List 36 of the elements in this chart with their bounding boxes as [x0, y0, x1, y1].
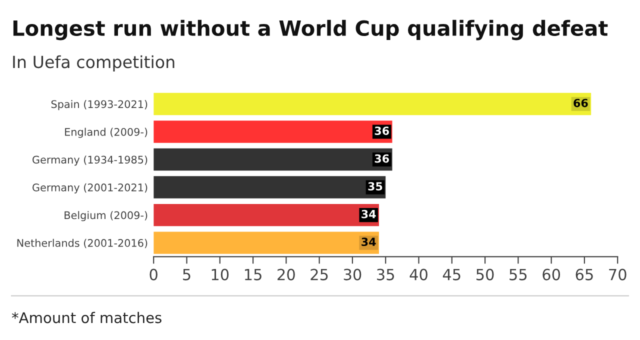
data-label: 36 [374, 154, 389, 163]
y-tick-label: Spain (1993-2021) [51, 100, 148, 110]
chart-title: Longest run without a World Cup qualifying defeat [13, 20, 608, 40]
x-tick-label: 65 [576, 268, 593, 280]
x-tick-label: 35 [377, 268, 394, 280]
y-tick-label: Netherlands (2001-2016) [17, 238, 148, 248]
bar [154, 176, 386, 198]
y-tick-label: Belgium (2009-) [64, 211, 148, 222]
x-tick-label: 70 [609, 268, 626, 280]
data-label: 35 [368, 182, 382, 191]
x-tick-label: 45 [442, 268, 460, 280]
x-tick-label: 0 [150, 268, 158, 280]
x-tick-label: 50 [476, 268, 494, 280]
bar [154, 120, 392, 143]
x-tick-label: 10 [212, 268, 229, 280]
chart-subtitle: In Uefa competition [13, 55, 174, 72]
x-tick-label: 60 [542, 268, 560, 280]
bar [154, 204, 379, 226]
bar [154, 148, 392, 171]
data-label: 34 [362, 238, 376, 246]
x-tick-label: 30 [344, 268, 362, 280]
y-tick-label: England (2009-) [65, 128, 148, 138]
x-tick-label: 55 [510, 268, 527, 280]
bar [154, 92, 592, 116]
x-tick-label: 5 [183, 268, 190, 280]
data-label: 66 [574, 98, 588, 108]
x-tick-label: 15 [244, 268, 262, 280]
x-tick-label: 20 [278, 268, 295, 280]
text: *Amount of matches [12, 312, 162, 324]
x-tick-label: 25 [310, 268, 328, 280]
y-tick-label: Germany (1934-1985) [32, 156, 148, 166]
data-label: 34 [362, 210, 376, 218]
data-label: 36 [374, 126, 389, 135]
x-tick-label: 40 [410, 268, 428, 280]
y-tick-label: Germany (2001-2021) [32, 183, 148, 194]
bar [154, 232, 379, 254]
